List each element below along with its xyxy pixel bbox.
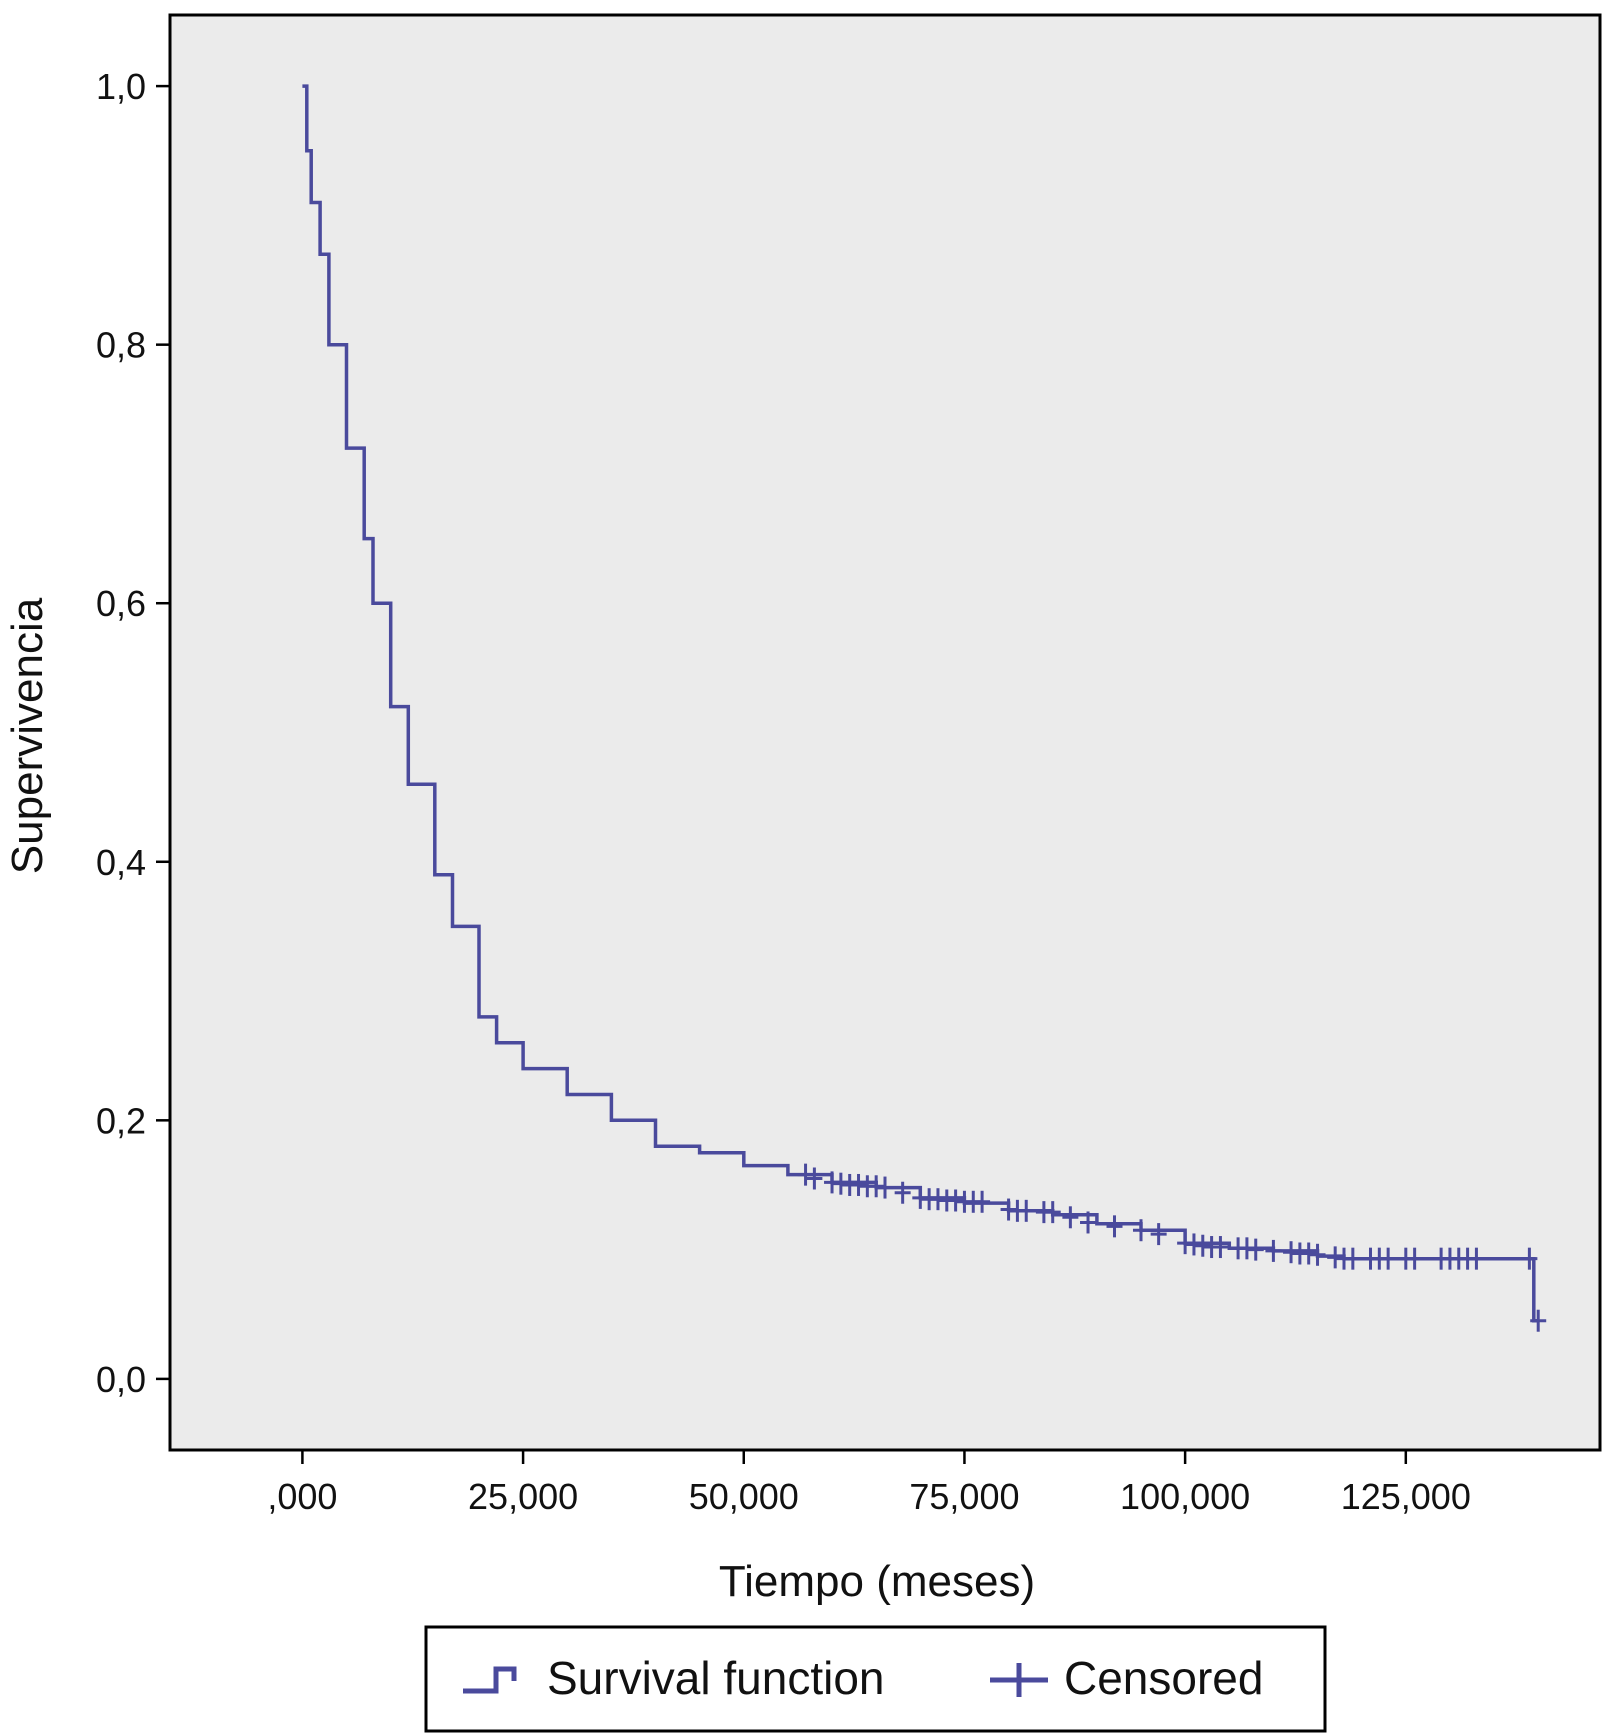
x-axis-ticks: ,000 25,000 50,000 75,000 100,000 125,000	[267, 1450, 1471, 1517]
y-axis-ticks: 0,0 0,2 0,4 0,6 0,8 1,0	[96, 66, 170, 1400]
censored-marker	[1247, 1238, 1264, 1261]
censored-marker	[1344, 1247, 1361, 1270]
y-tick-label: 0,4	[96, 842, 146, 883]
x-axis-title: Tiempo (meses)	[719, 1557, 1035, 1606]
x-tick-label: 125,000	[1341, 1476, 1471, 1517]
legend-label-survival: Survival function	[547, 1652, 885, 1704]
y-tick-label: 0,2	[96, 1100, 146, 1141]
censored-marker	[1044, 1201, 1061, 1224]
censored-marker	[1080, 1211, 1097, 1234]
censored-marker	[1406, 1247, 1423, 1270]
y-tick-label: 0,0	[96, 1359, 146, 1400]
survival-function-line	[302, 84, 1539, 1323]
censored-marker	[1106, 1215, 1123, 1238]
plot-frame	[168, 13, 1602, 1452]
censored-marker	[1132, 1219, 1149, 1242]
x-tick-label: 75,000	[909, 1476, 1019, 1517]
legend-box	[424, 1625, 1327, 1733]
censored-marker	[797, 1163, 814, 1186]
y-tick-label: 0,6	[96, 583, 146, 624]
x-tick-label: 50,000	[689, 1476, 799, 1517]
x-tick-label: 100,000	[1120, 1476, 1250, 1517]
y-tick-label: 0,8	[96, 325, 146, 366]
censored-marker	[894, 1181, 911, 1204]
censored-marker	[806, 1167, 823, 1190]
legend-plus-swatch	[990, 1663, 1048, 1697]
censored-markers	[797, 1163, 1547, 1332]
censored-marker	[1468, 1247, 1485, 1270]
censored-marker	[1380, 1247, 1397, 1270]
censored-marker	[1265, 1239, 1282, 1262]
legend-step-swatch	[463, 1666, 517, 1694]
censored-marker	[1309, 1243, 1326, 1266]
x-tick-label: ,000	[267, 1476, 337, 1517]
censored-marker	[1530, 1309, 1547, 1332]
censored-marker	[1018, 1199, 1035, 1222]
censored-marker	[1212, 1236, 1229, 1259]
censored-marker	[1521, 1247, 1538, 1270]
censored-marker	[1062, 1206, 1079, 1229]
censored-marker	[1150, 1223, 1167, 1246]
y-axis-title: Supervivencia	[3, 597, 52, 874]
plot-background	[170, 15, 1600, 1450]
y-tick-label: 1,0	[96, 66, 146, 107]
legend: Survival function Censored	[424, 1625, 1327, 1733]
x-tick-label: 25,000	[468, 1476, 578, 1517]
legend-label-censored: Censored	[1064, 1652, 1263, 1704]
censored-marker	[974, 1190, 991, 1213]
censored-marker	[877, 1176, 893, 1199]
